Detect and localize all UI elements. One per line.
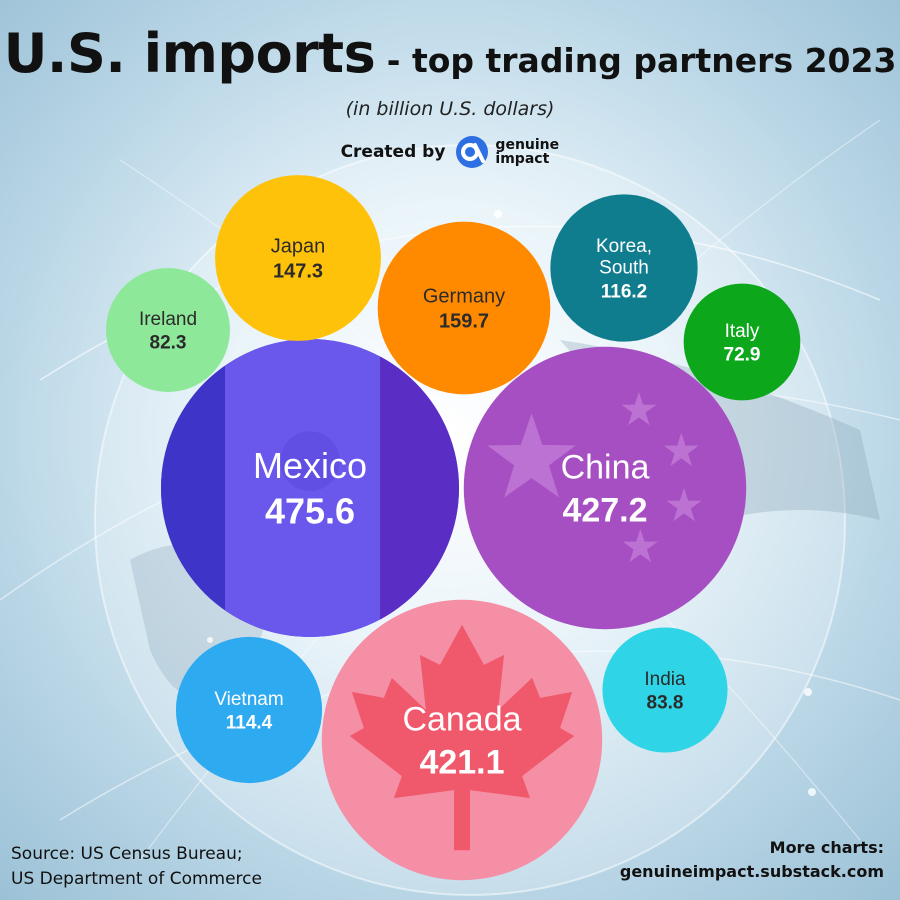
bubble-value-mexico: 475.6 [265, 490, 355, 531]
title-main: U.S. imports [3, 22, 376, 85]
maple-leaf-icon [349, 624, 575, 851]
bubble-canada: Canada 421.1 [321, 599, 603, 881]
bubble-mark-germany [377, 221, 551, 395]
source-note: Source: US Census Bureau; US Department … [11, 842, 262, 892]
bubble-japan: Japan 147.3 [215, 175, 381, 341]
bubble-label-canada: Canada [402, 701, 521, 739]
bubble-vietnam: Vietnam 114.4 [175, 636, 323, 784]
bubble-value-ireland: 82.3 [150, 333, 187, 354]
bubble-label-india: India [644, 669, 686, 690]
brand-logo: genuine impact [455, 135, 559, 169]
bubble-italy: Italy 72.9 [683, 283, 801, 401]
genuine-impact-logo-icon [456, 136, 489, 168]
bubble-value-india: 83.8 [647, 693, 684, 714]
bubble-mark-korea-south [550, 194, 698, 342]
bubble-mark-vietnam [175, 636, 323, 784]
bubble-label-china: China [561, 449, 650, 487]
bubble-label-korea-south-2: South [599, 258, 649, 279]
bubble-value-korea-south: 116.2 [601, 282, 648, 303]
bubble-label-vietnam: Vietnam [214, 689, 283, 710]
more-charts-label: More charts: [769, 838, 884, 857]
bubble-label-italy: Italy [725, 321, 760, 342]
credit-label: Created by [340, 142, 446, 162]
brand-name: genuine impact [495, 137, 560, 167]
bubble-label-korea-south-1: Korea, [596, 236, 652, 257]
bubble-korea-south: Korea,South 116.2 [550, 194, 698, 342]
bubble-value-germany: 159.7 [439, 311, 489, 333]
bubble-value-china: 427.2 [562, 491, 647, 529]
unit-note: (in billion U.S. dollars) [345, 98, 555, 120]
bubble-label-mexico: Mexico [253, 445, 367, 486]
bubble-mark-japan [215, 175, 381, 341]
title-sub: - top trading partners 2023 [375, 41, 897, 80]
bubble-value-vietnam: 114.4 [226, 713, 273, 734]
bubble-value-italy: 72.9 [724, 345, 761, 366]
bubble-value-japan: 147.3 [273, 261, 323, 283]
bubble-china: China 427.2 [463, 346, 747, 630]
bubble-germany: Germany 159.7 [377, 221, 551, 395]
bubble-india: India 83.8 [602, 627, 728, 753]
bubble-value-canada: 421.1 [419, 743, 504, 781]
bubble-ireland: Ireland 82.3 [106, 268, 230, 392]
credit-line: Created by genuine impact [0, 135, 900, 169]
chart-title: U.S. imports - top trading partners 2023 [0, 22, 900, 85]
bubble-mark-ireland [106, 268, 230, 392]
mexico-flag-icon [161, 339, 459, 637]
bubble-label-ireland: Ireland [139, 309, 197, 330]
bubble-mark-india [602, 627, 728, 753]
bubble-label-japan: Japan [271, 236, 326, 258]
bubble-mark-china [463, 346, 747, 630]
source-line-1: Source: US Census Bureau; [11, 844, 243, 864]
more-charts: More charts: genuineimpact.substack.com [620, 836, 884, 884]
bubble-label-germany: Germany [423, 286, 505, 308]
source-line-2: US Department of Commerce [11, 869, 262, 889]
china-flag-stars-icon [487, 392, 702, 563]
bubble-mark-italy [683, 283, 801, 401]
more-charts-link[interactable]: genuineimpact.substack.com [619, 862, 884, 881]
